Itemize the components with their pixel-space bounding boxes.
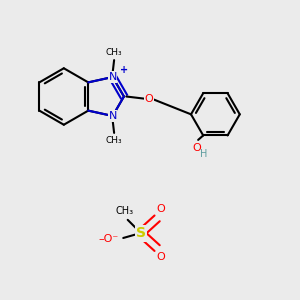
Text: S: S [136,226,146,240]
Text: N: N [108,72,117,82]
Text: CH₃: CH₃ [116,206,134,216]
Text: O: O [156,204,165,214]
Text: O: O [156,252,165,262]
Text: O: O [145,94,154,104]
Text: +: + [120,65,128,76]
Text: O: O [192,143,201,154]
Text: CH₃: CH₃ [106,136,122,145]
Text: H: H [200,149,207,159]
Text: CH₃: CH₃ [106,48,122,57]
Text: –O⁻: –O⁻ [99,234,119,244]
Text: N: N [108,111,117,121]
